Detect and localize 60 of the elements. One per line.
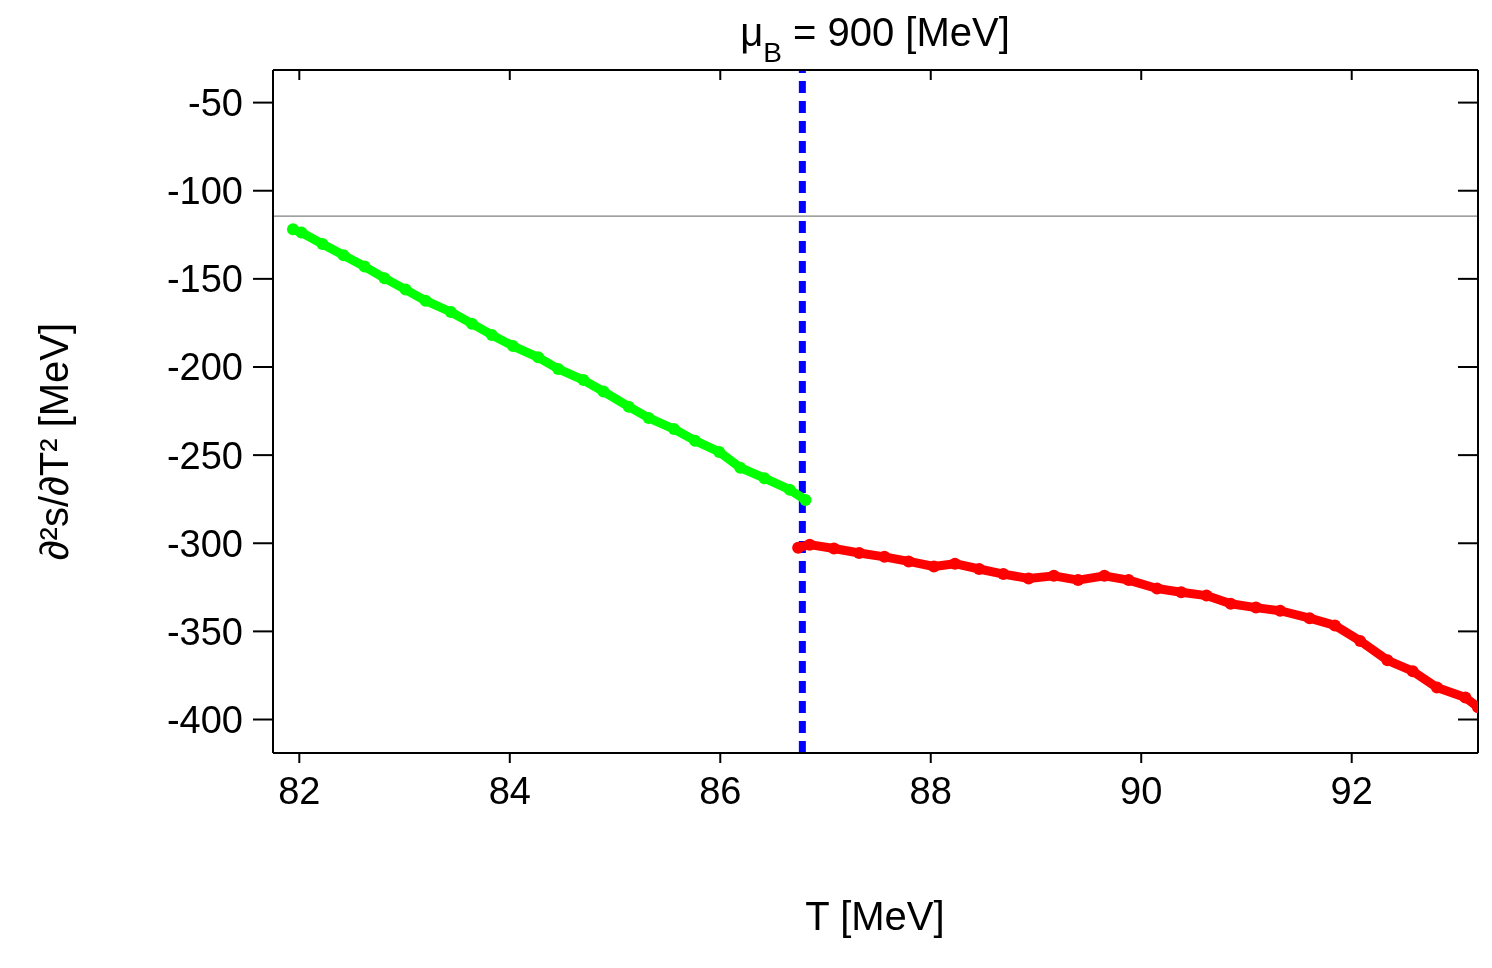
point — [997, 568, 1010, 581]
point — [1381, 654, 1394, 667]
point — [532, 351, 545, 364]
point — [552, 362, 565, 375]
point — [973, 562, 986, 575]
point — [642, 411, 655, 424]
point — [783, 483, 796, 496]
y-tick-label: -100 — [166, 170, 243, 213]
chart-title: μ$_{B}$ = 900 [MeV] — [740, 10, 1010, 68]
point — [713, 445, 726, 458]
x-tick-label: 92 — [1330, 769, 1373, 812]
point — [1274, 604, 1287, 617]
point — [316, 237, 329, 250]
y-tick-label: -350 — [166, 610, 243, 653]
point — [1303, 612, 1316, 625]
x-axis-title: T [MeV] — [805, 894, 945, 938]
point — [734, 461, 747, 474]
y-tick-label: -150 — [166, 258, 243, 301]
point — [295, 226, 308, 239]
point — [597, 385, 610, 398]
point — [485, 328, 498, 341]
point — [1406, 665, 1419, 678]
x-tick-label: 88 — [909, 769, 952, 812]
y-tick-label: -250 — [166, 434, 243, 477]
point — [1122, 574, 1135, 587]
y-tick-label: -50 — [188, 82, 243, 125]
point — [444, 306, 457, 318]
point — [506, 340, 519, 353]
x-tick-label: 90 — [1120, 769, 1163, 812]
point — [358, 260, 371, 273]
y-tick-label: -200 — [166, 346, 243, 389]
point — [803, 538, 816, 551]
point — [465, 317, 478, 330]
point — [577, 374, 590, 387]
point — [419, 294, 432, 307]
point — [399, 283, 412, 296]
point — [1354, 634, 1367, 647]
x-tick-label: 86 — [699, 769, 742, 812]
point — [1098, 569, 1111, 582]
y-tick-label: -400 — [166, 699, 243, 741]
point — [378, 272, 391, 285]
point — [1328, 619, 1341, 632]
point — [1151, 582, 1164, 595]
point — [667, 423, 680, 436]
point — [622, 400, 635, 413]
point — [1459, 691, 1472, 704]
point — [878, 550, 891, 563]
point — [799, 493, 812, 506]
point — [1200, 589, 1213, 602]
point — [689, 434, 702, 447]
point — [1224, 597, 1237, 610]
point — [902, 555, 915, 568]
y-axis-title: ∂²s/∂T² [MeV] — [32, 322, 76, 561]
point — [758, 472, 771, 485]
y-tick-label: -300 — [166, 522, 243, 565]
x-tick-label: 82 — [278, 769, 321, 812]
point — [792, 541, 805, 554]
x-tick-label: 84 — [488, 769, 531, 812]
point — [337, 249, 350, 262]
point — [1430, 681, 1443, 694]
